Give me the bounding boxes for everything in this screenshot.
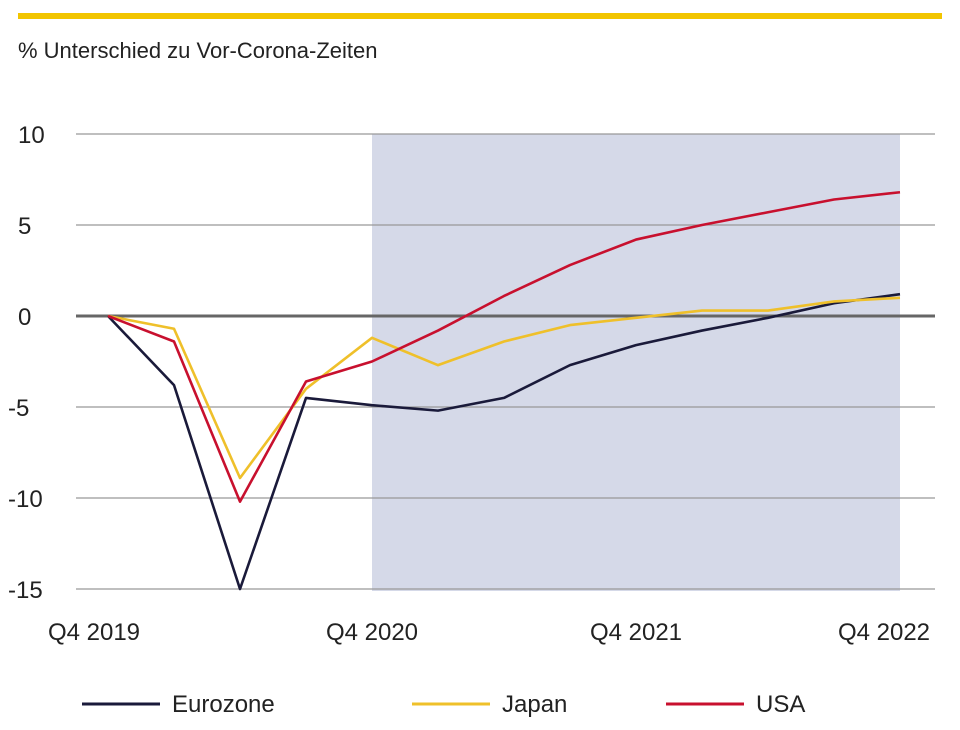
series-line-usa (107, 190, 901, 503)
shaded-forecast-region (372, 134, 900, 591)
legend-label-japan: Japan (502, 691, 567, 718)
y-tick-label: 0 (18, 304, 31, 331)
x-tick-label: Q4 2019 (48, 619, 140, 646)
series-line-japan (107, 296, 901, 480)
accent-bar (18, 13, 942, 19)
chart-subtitle: % Unterschied zu Vor-Corona-Zeiten (18, 38, 378, 63)
legend-label-usa: USA (756, 691, 805, 718)
y-tick-label: 10 (18, 122, 45, 149)
y-tick-label: -10 (8, 486, 43, 513)
y-tick-label: -15 (8, 577, 43, 604)
legend-label-eurozone: Eurozone (172, 691, 275, 718)
y-tick-label: 5 (18, 213, 31, 240)
x-tick-label: Q4 2021 (590, 619, 682, 646)
series-line-eurozone (107, 292, 901, 591)
y-tick-label: -5 (8, 395, 29, 422)
x-tick-label: Q4 2020 (326, 619, 418, 646)
x-tick-label: Q4 2022 (838, 619, 930, 646)
